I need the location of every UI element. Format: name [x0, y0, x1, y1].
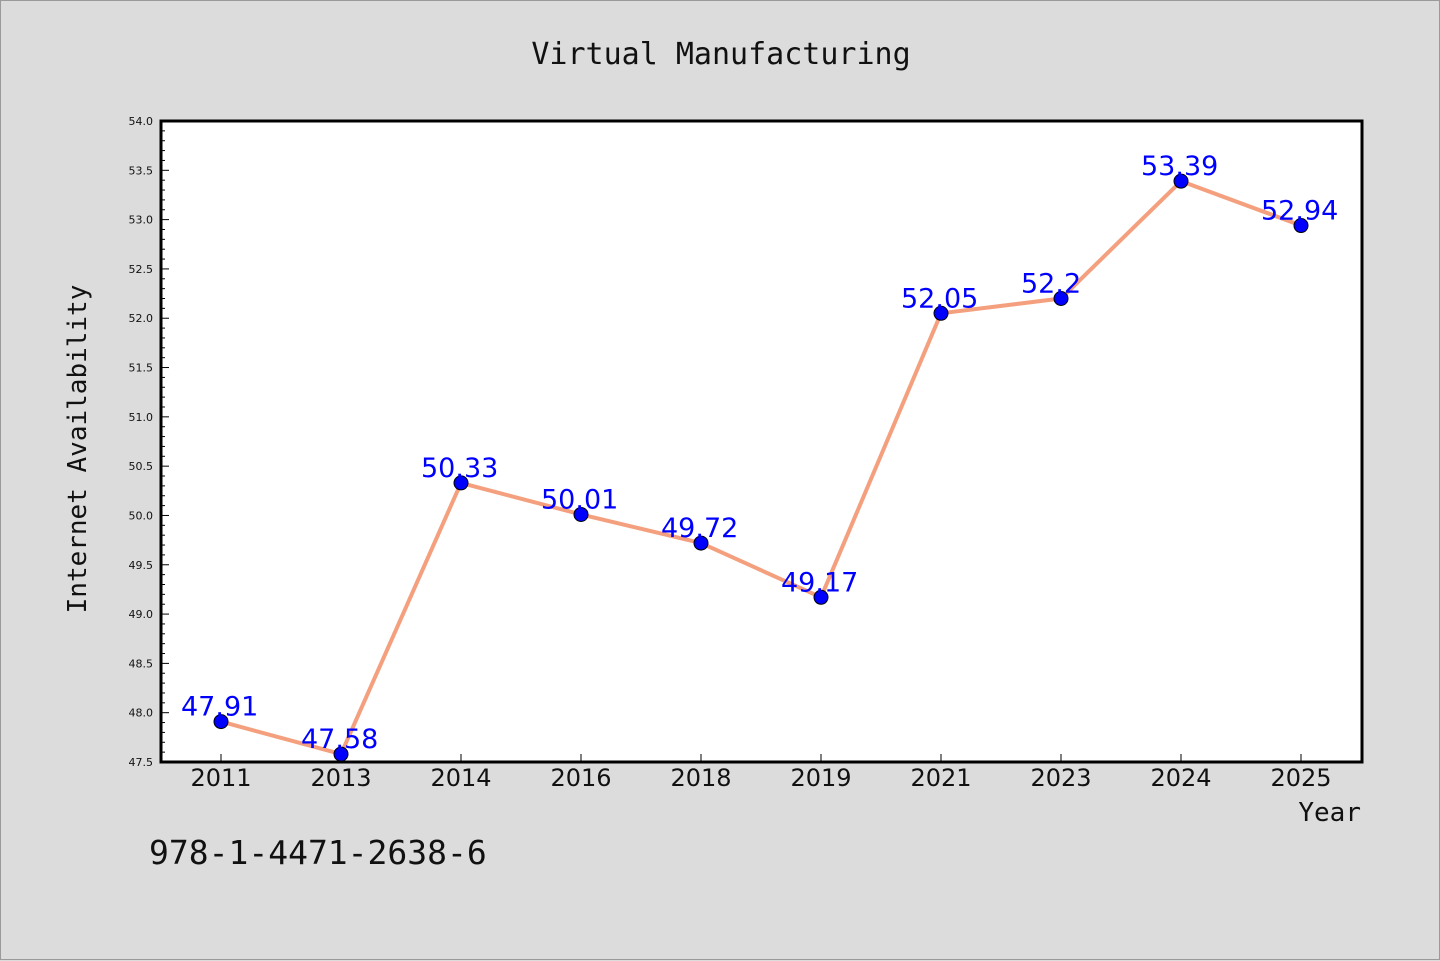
x-axis-label: Year — [1298, 798, 1361, 828]
data-point — [1053, 291, 1069, 307]
y-tick-label: 49.5 — [129, 559, 154, 572]
x-tick-label: 2021 — [910, 764, 971, 792]
x-tick-label: 2019 — [790, 764, 851, 792]
x-tick-label: 2023 — [1030, 764, 1091, 792]
data-point — [573, 506, 589, 522]
chart-title: Virtual Manufacturing — [531, 37, 910, 72]
x-axis: 2011 2013 2014 2016 2018 2019 2021 2023 2024 2025 — [190, 754, 1332, 792]
data-point — [813, 589, 829, 605]
y-tick-label: 48.5 — [129, 657, 154, 670]
y-tick-label: 48.0 — [129, 707, 154, 720]
y-tick-label: 50.0 — [129, 509, 154, 522]
x-tick-label: 2018 — [670, 764, 731, 792]
series-line — [220, 179, 1302, 757]
x-tick-label: 2014 — [430, 764, 491, 792]
data-label: 52.2 — [1021, 269, 1081, 300]
data-label: 50.01 — [541, 484, 618, 515]
isbn-text: 978-1-4471-2638-6 — [149, 833, 487, 872]
y-axis-label: Internet Availability — [63, 285, 93, 614]
x-tick-label: 2024 — [1150, 764, 1211, 792]
data-label: 47.91 — [181, 692, 258, 723]
y-axis: 47.5 48.0 48.5 49.0 49.5 50.0 50.5 51.0 51.5 52.0… — [129, 115, 169, 769]
plot-area — [159, 119, 1364, 764]
x-tick-label: 2011 — [190, 764, 251, 792]
y-tick-label: 52.5 — [129, 263, 154, 276]
y-tick-label: 49.0 — [129, 608, 154, 621]
series-line-group: 47.91 47.58 50.33 50.01 49.72 49.17 52.05 52.2 5… — [181, 151, 1338, 762]
data-label: 53.39 — [1141, 151, 1218, 182]
data-point — [1173, 173, 1189, 189]
y-tick-label: 54.0 — [129, 115, 154, 128]
y-tick-label: 50.5 — [129, 460, 154, 473]
data-label: 49.72 — [661, 513, 738, 544]
data-label: 52.05 — [901, 283, 978, 314]
x-tick-label: 2025 — [1270, 764, 1331, 792]
data-label: 47.58 — [301, 724, 378, 755]
data-point — [333, 746, 349, 762]
x-tick-label: 2013 — [310, 764, 371, 792]
y-tick-label: 51.5 — [129, 362, 154, 375]
data-label: 49.17 — [781, 567, 858, 598]
data-point — [693, 535, 709, 551]
y-tick-label: 47.5 — [129, 756, 154, 769]
data-label: 50.33 — [421, 453, 498, 484]
data-point — [933, 305, 949, 321]
x-tick-label: 2016 — [550, 764, 611, 792]
data-label: 52.94 — [1261, 196, 1338, 227]
y-tick-label: 53.5 — [129, 164, 154, 177]
y-tick-label: 53.0 — [129, 214, 154, 227]
data-point — [453, 475, 469, 491]
data-point — [1293, 218, 1309, 234]
y-tick-label: 51.0 — [129, 411, 154, 424]
data-point — [213, 714, 229, 730]
y-tick-label: 52.0 — [129, 312, 154, 325]
